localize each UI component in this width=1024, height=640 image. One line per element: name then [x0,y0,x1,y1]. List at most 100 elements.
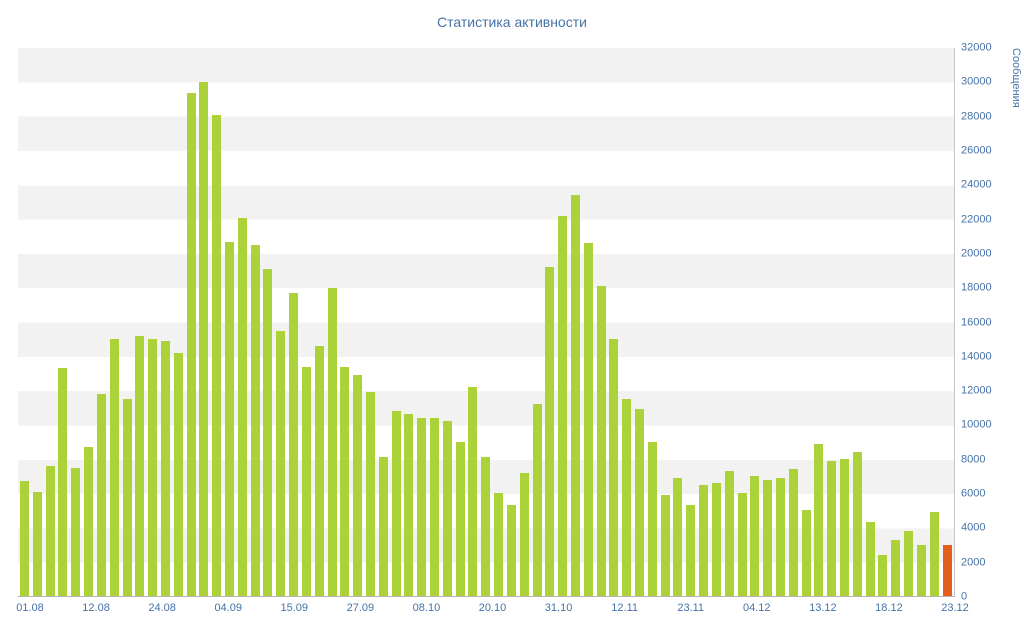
y-tick-label: 0 [961,590,968,603]
bar[interactable] [148,339,158,596]
y-tick-label: 8000 [961,453,986,466]
bar[interactable] [58,368,68,596]
x-tick-label: 15.09 [280,602,309,614]
bar[interactable] [442,421,452,596]
x-tick-label: 23.12 [941,602,969,614]
bar[interactable] [801,510,811,596]
bar[interactable] [109,339,119,596]
y-tick-label: 4000 [961,521,986,534]
bar[interactable] [225,241,234,596]
bar[interactable] [301,366,311,596]
bar[interactable] [929,512,939,596]
x-axis: 01.08 12.08 24.08 04.09 15.09 27.09 08.10 20.10… [16,602,969,618]
x-tick-label: 04.09 [214,602,242,614]
bar[interactable] [711,482,721,596]
x-tick-label: 12.08 [82,602,110,614]
bar[interactable] [878,554,888,596]
bar[interactable] [494,493,504,596]
y-tick-label: 30000 [961,75,992,88]
bar[interactable] [763,479,773,596]
bar[interactable] [775,477,785,596]
x-tick-label: 01.08 [16,602,44,614]
bar[interactable] [84,447,94,596]
bar[interactable] [635,409,644,596]
bar[interactable] [289,292,299,596]
y-tick-label: 12000 [961,384,992,397]
bar[interactable] [353,375,363,596]
bar[interactable] [468,387,478,596]
bar[interactable] [263,268,273,596]
bar[interactable] [199,82,209,596]
bars-container [20,48,952,596]
y-axis: 0 2000 4000 6000 8000 10000 12000 14000 16000 180… [961,42,1016,602]
bar[interactable] [122,399,132,596]
bar[interactable] [545,267,555,596]
y-tick-label: 32000 [961,41,992,54]
bar-current-period[interactable] [942,544,952,596]
bar[interactable] [519,472,529,596]
plot-area [18,48,955,597]
bar[interactable] [609,339,619,596]
bar[interactable] [699,484,709,596]
bar[interactable] [596,286,606,596]
bar[interactable] [276,330,286,596]
bar[interactable] [237,217,247,596]
bar[interactable] [852,452,862,596]
bar[interactable] [340,366,350,596]
bar[interactable] [788,469,798,596]
chart-title: Статистика активности [437,14,587,30]
bar[interactable] [135,335,145,596]
bar[interactable] [532,404,542,596]
bar[interactable] [365,392,375,596]
bar[interactable] [673,477,683,596]
bar[interactable] [32,491,42,596]
bar[interactable] [570,195,580,596]
bar[interactable] [724,471,734,596]
y-tick-label: 18000 [961,281,992,294]
bar[interactable] [404,414,414,596]
bar[interactable] [827,460,837,596]
x-tick-label: 27.09 [346,602,375,614]
bar[interactable] [96,393,106,596]
bar[interactable] [840,459,849,596]
bar[interactable] [814,443,824,596]
bar[interactable] [647,441,657,596]
x-tick-label: 12.11 [611,602,638,614]
bar[interactable] [71,467,81,596]
bar[interactable] [250,244,260,596]
y-tick-label: 28000 [961,110,992,123]
bar[interactable] [173,352,183,596]
bar[interactable] [686,505,696,596]
bar[interactable] [391,411,401,596]
bar[interactable] [865,522,875,596]
bar[interactable] [891,539,901,596]
bar[interactable] [327,287,337,596]
bar[interactable] [212,114,222,596]
x-tick-label: 20.10 [478,602,507,614]
bar[interactable] [622,399,632,596]
y-tick-label: 22000 [961,213,992,226]
bar[interactable] [314,345,324,596]
bar[interactable] [186,92,196,596]
bar[interactable] [378,457,388,596]
x-tick-label: 08.10 [412,602,441,614]
y-tick-label: 26000 [961,144,992,157]
bar[interactable] [660,494,670,596]
bar[interactable] [506,505,516,596]
bar[interactable] [160,340,170,596]
x-tick-label: 13.12 [809,602,837,614]
bar[interactable] [750,476,760,596]
bar[interactable] [904,530,914,596]
bar[interactable] [481,457,491,596]
bar[interactable] [558,215,568,596]
bar[interactable] [45,465,55,596]
y-tick-label: 6000 [961,487,986,500]
y-axis-title: Сообщения [1010,48,1022,108]
bar[interactable] [583,243,593,596]
bar[interactable] [916,544,926,596]
bar[interactable] [20,481,29,596]
bar[interactable] [737,493,747,596]
bar[interactable] [417,417,427,596]
bar[interactable] [430,417,439,596]
bar[interactable] [455,441,465,596]
